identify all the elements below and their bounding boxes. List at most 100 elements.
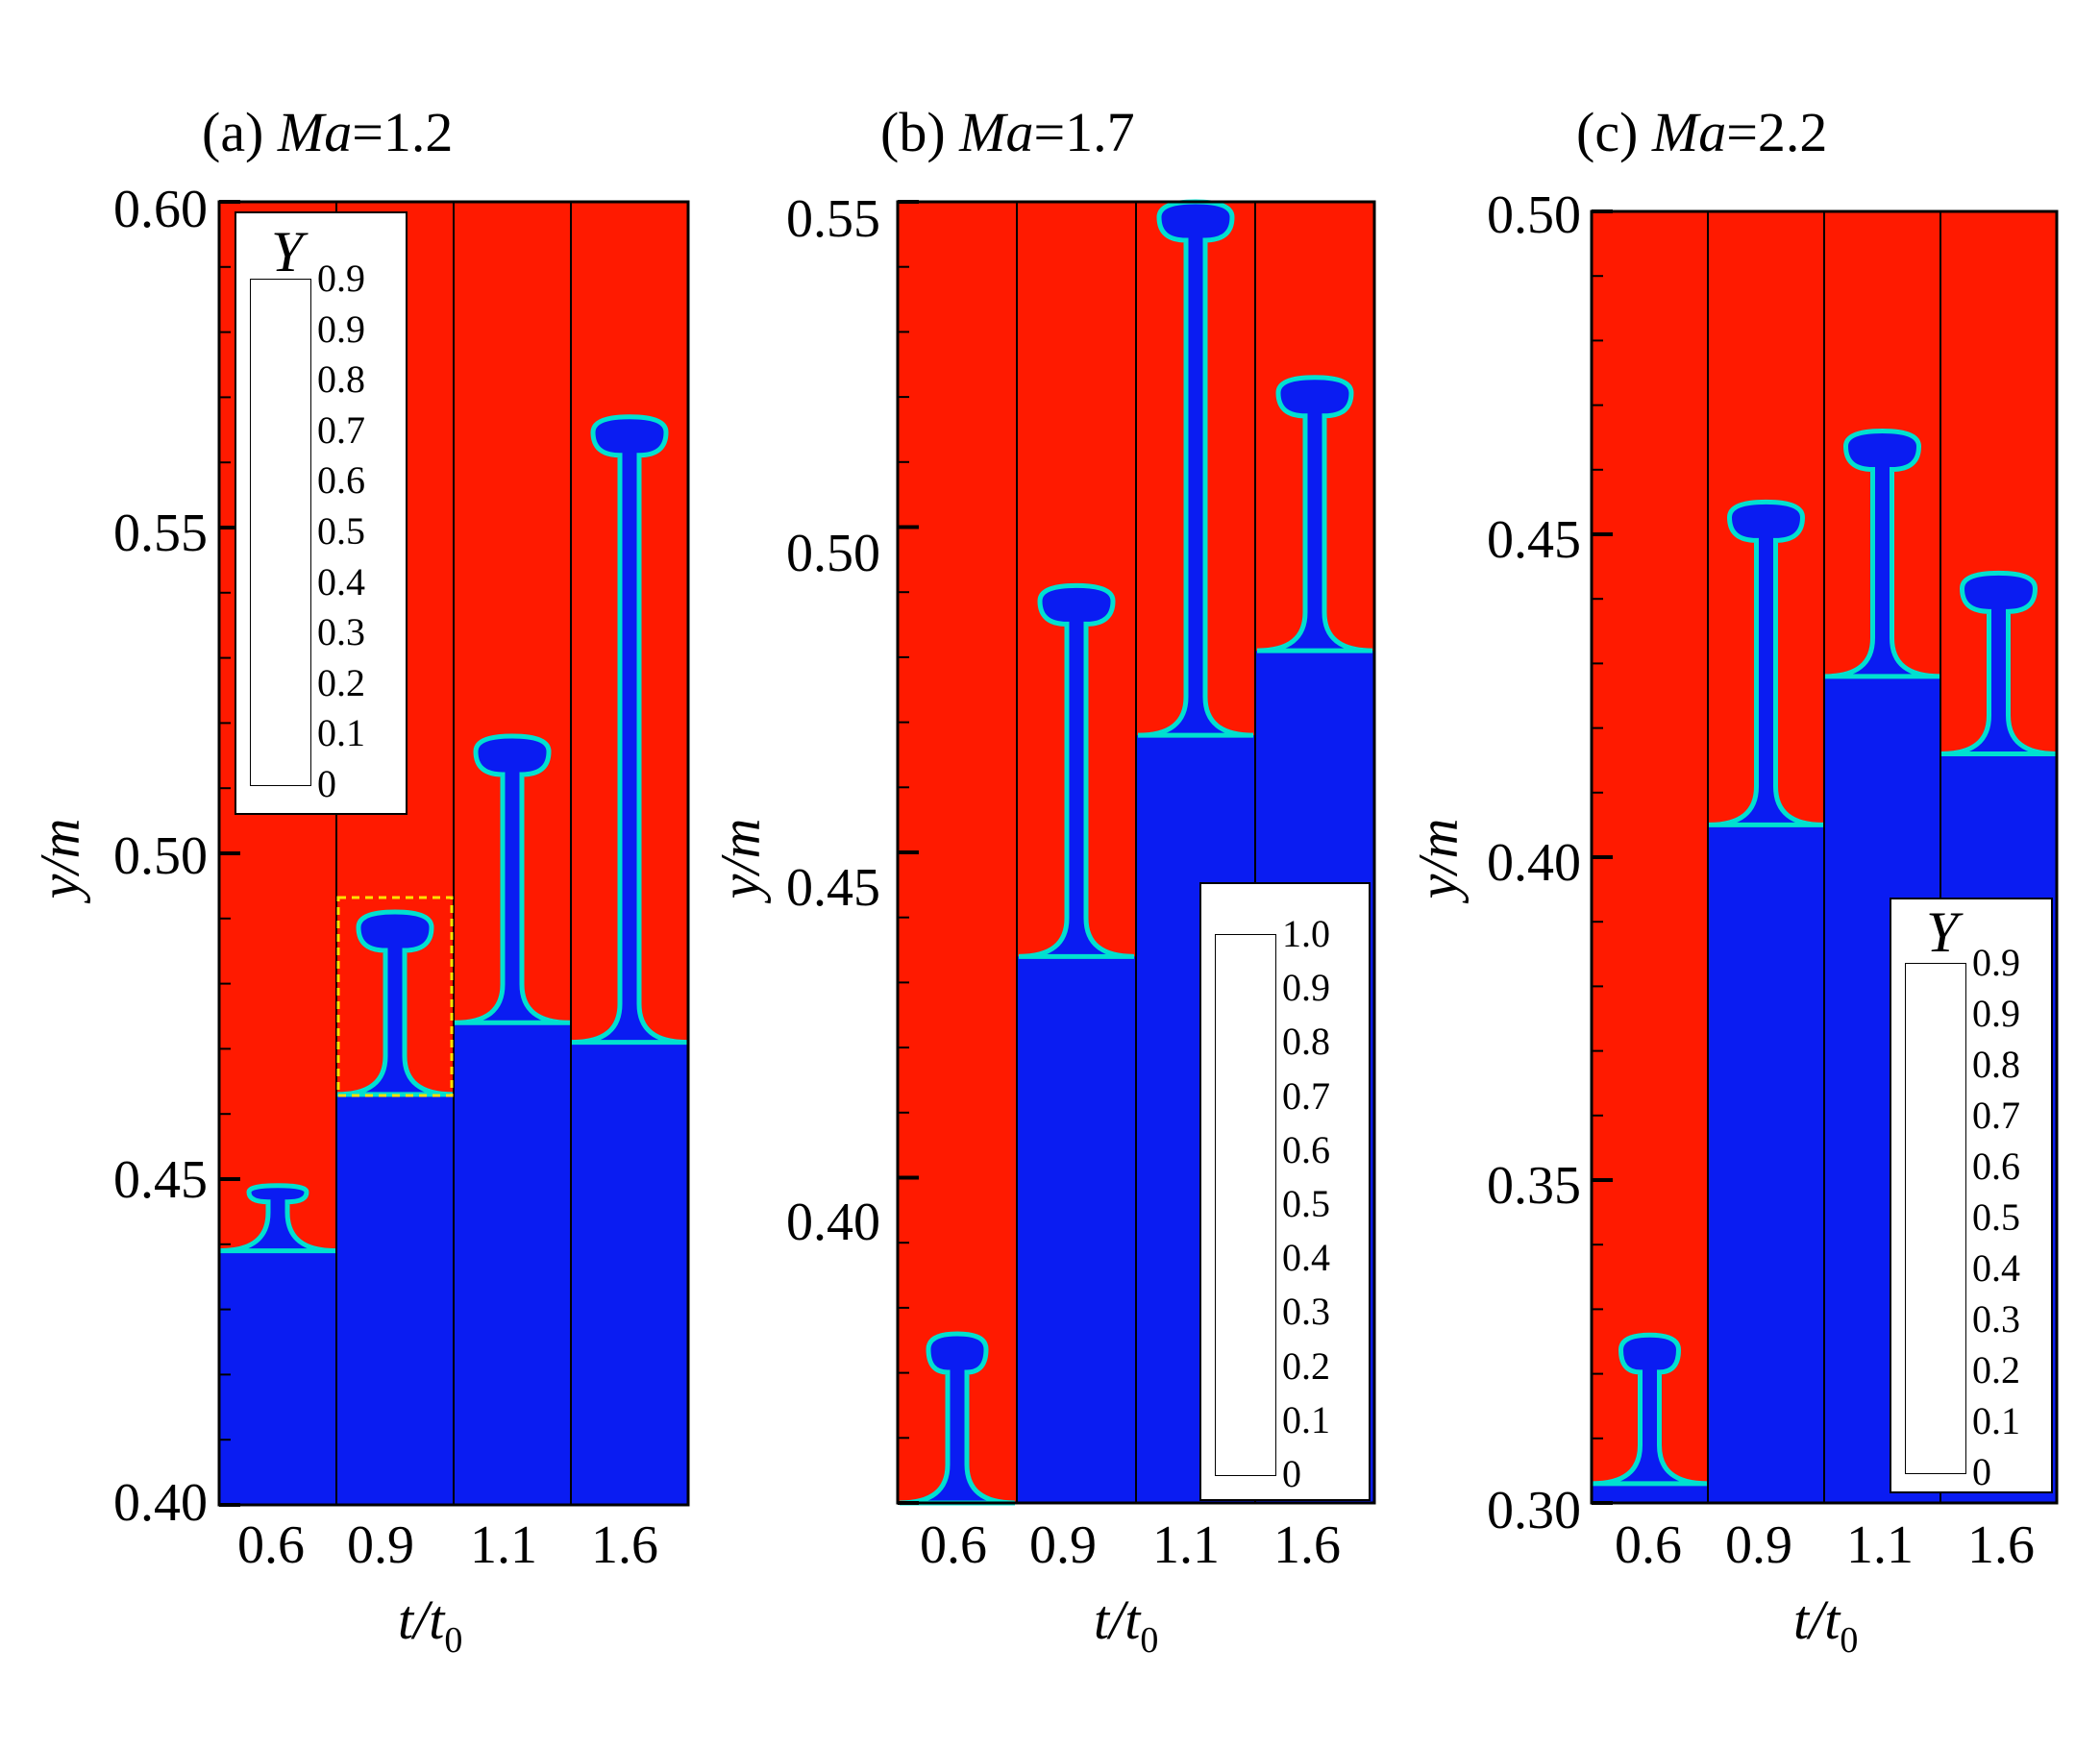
panel-b-xtick: 0.6 [920,1515,987,1575]
panel-a-xtick: 1.6 [591,1515,658,1575]
legend-tick-label: 0.5 [1972,1195,2020,1239]
panel-a-xlabel: t/t0 [398,1588,462,1662]
panel-c-title-var: Ma [1651,101,1727,163]
panel-c-ytick: 0.45 [1487,510,1581,570]
panel-c-column-3-spike [1940,570,2057,756]
panel-b-ytick: 0.50 [786,524,880,583]
legend-tick-label: 0.6 [1282,1127,1330,1171]
panel-a-column-0-spike [219,1183,336,1254]
legend-tick-label: 0.9 [1972,992,2020,1035]
panel-b-column-0-spike [899,1331,1016,1506]
panel-b-ytick: 0.55 [786,189,880,249]
panel-a-colorbar [250,279,311,786]
panel-c-xlabel-sub: 0 [1840,1620,1859,1661]
legend-tick-label: 0.8 [317,357,365,402]
legend-tick-label: 0.7 [317,407,365,452]
panel-c-legend: Y 0.9 0.9 0.8 0.7 0.6 0.5 0.4 0.3 0.2 0.1 0 [1890,898,2053,1493]
panel-a-ytick: 0.45 [113,1150,208,1210]
panel-b-title-var: Ma [959,101,1034,163]
panel-a-title-prefix: (a) [202,101,264,163]
legend-tick-label: 0.6 [317,458,365,503]
panel-c-xtick: 0.9 [1725,1515,1792,1575]
panel-a-xtick: 0.9 [347,1515,414,1575]
legend-tick-label: 0.7 [1972,1094,2020,1137]
panel-c-title: (c) Ma=2.2 [1576,100,1827,164]
panel-c-column-1-heavy-fluid [1708,825,1824,1503]
legend-tick-label: 0.9 [1282,966,1330,1010]
panel-c-ytick: 0.40 [1487,833,1581,893]
panel-c-xtick: 0.6 [1615,1515,1682,1575]
panel-c-column-2-spike [1824,428,1940,679]
panel-b-column-1-spike [1018,582,1135,959]
panel-a-xtick: 0.6 [237,1515,305,1575]
legend-tick-label: 0.1 [1282,1397,1330,1441]
panel-b-colorbar [1215,934,1276,1476]
panel-b-column-1-heavy-fluid [1017,956,1136,1503]
legend-tick-label: 0 [317,762,336,805]
panel-a-column-3-heavy-fluid [571,1042,688,1505]
legend-tick-label: 0.4 [317,559,365,603]
panel-a-ytick: 0.40 [113,1473,208,1533]
legend-tick-label: 0.1 [1972,1399,2020,1442]
legend-tick-label: 0.9 [317,307,365,351]
panel-b-ytick: 0.45 [786,858,880,918]
panel-a-ytick: 0.50 [113,826,208,886]
panel-c-title-eq: =2.2 [1726,101,1828,163]
legend-tick-label: 0.4 [1972,1246,2020,1290]
panel-a-column-1-heavy-fluid [336,1094,454,1505]
legend-tick-label: 0.3 [317,610,365,654]
legend-tick-label: 0.2 [1972,1348,2020,1391]
legend-tick-label: 0.6 [1972,1145,2020,1188]
legend-tick-label: 0.2 [317,660,365,704]
legend-tick-label: 0.4 [1282,1236,1330,1280]
legend-tick-label: 0.5 [317,509,365,553]
legend-tick-label: 0.8 [1282,1020,1330,1064]
panel-c-ytick: 0.30 [1487,1481,1581,1540]
panel-b-title: (b) Ma=1.7 [880,100,1135,164]
panel-a-ytick: 0.60 [113,180,208,239]
panel-c-xtick: 1.6 [1967,1515,2035,1575]
panel-b-xlabel-var: t/t [1094,1588,1141,1651]
panel-b-ytick: 0.40 [786,1193,880,1252]
panel-c-legend-title: Y [1926,900,1959,964]
panel-b-xlabel-sub: 0 [1140,1620,1159,1661]
panel-b-title-eq: =1.7 [1033,101,1135,163]
panel-a-column-2-spike [454,733,571,1025]
panel-a-column-2-heavy-fluid [454,1022,571,1505]
panel-b-xtick: 1.6 [1273,1515,1341,1575]
panel-b-title-prefix: (b) [880,101,946,163]
legend-tick-label: 0.5 [1282,1182,1330,1225]
panel-a-legend-title: Y [271,220,304,283]
panel-a-xlabel-sub: 0 [444,1620,463,1661]
legend-tick-label: 0.3 [1282,1290,1330,1334]
panel-c-title-prefix: (c) [1576,101,1639,163]
panel-c-column-0-heavy-fluid [1592,1483,1708,1503]
panel-a-column-1-spike [336,909,454,1097]
panel-c-xlabel-var: t/t [1793,1588,1841,1651]
legend-tick-label: 0.7 [1282,1073,1330,1118]
panel-b-legend: 1.0 0.9 0.8 0.7 0.6 0.5 0.4 0.3 0.2 0.1 0 [1199,882,1371,1501]
panel-a-title-eq: =1.2 [352,101,454,163]
panel-c-xlabel: t/t0 [1793,1588,1858,1662]
panel-a-highlight-box [336,896,454,1097]
panel-c-xtick: 1.1 [1846,1515,1914,1575]
panel-b-xtick: 1.1 [1152,1515,1220,1575]
panel-a-title: (a) Ma=1.2 [202,100,453,164]
legend-tick-label: 0.3 [1972,1297,2020,1341]
panel-a-xlabel-var: t/t [398,1588,445,1651]
legend-tick-label: 0.8 [1972,1043,2020,1086]
panel-a-xtick: 1.1 [470,1515,537,1575]
legend-tick-label: 0 [1282,1452,1301,1495]
legend-tick-label: 0.2 [1282,1343,1330,1388]
panel-b-xtick: 0.9 [1029,1515,1097,1575]
panel-c-colorbar [1905,963,1966,1474]
legend-tick-label: 0.9 [317,257,365,300]
legend-tick-label: 0.9 [1972,941,2020,984]
legend-tick-label: 0.1 [317,711,365,755]
panel-b-xlabel: t/t0 [1094,1588,1158,1662]
panel-a-title-var: Ma [277,101,353,163]
panel-a-legend: Y 0.9 0.9 0.8 0.7 0.6 0.5 0.4 0.3 0.2 0.1 0 [235,211,408,815]
panel-c-column-0-spike [1592,1332,1708,1487]
panel-c-column-1-spike [1708,499,1824,827]
panel-c-ytick: 0.50 [1487,185,1581,245]
